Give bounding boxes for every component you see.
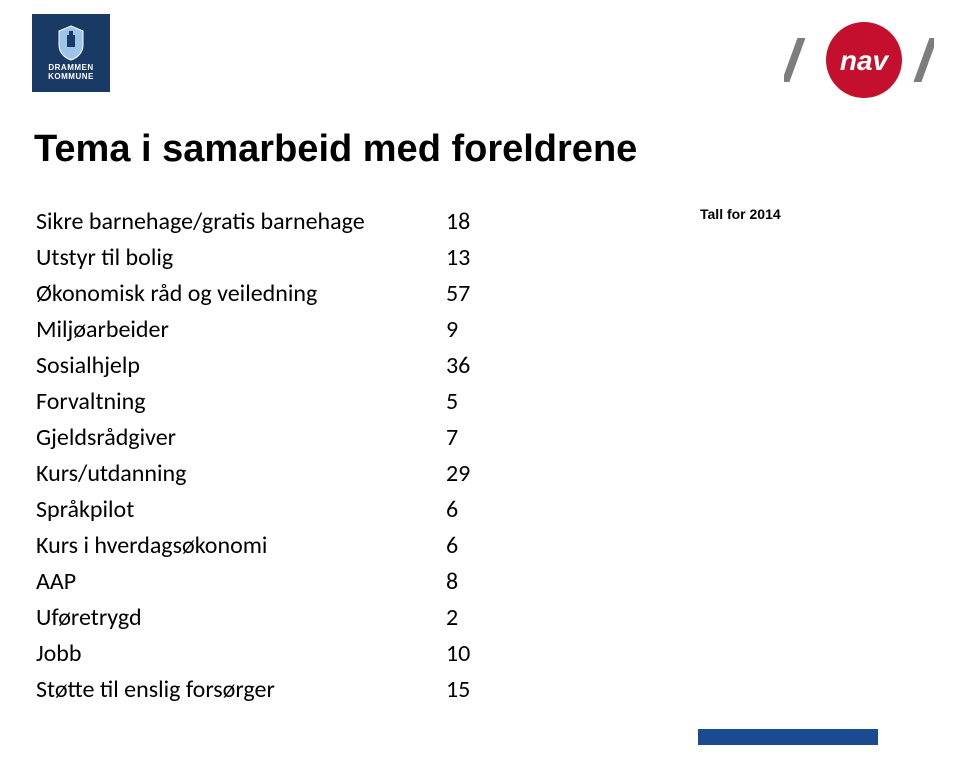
slide-title: Tema i samarbeid med foreldrene: [34, 128, 637, 171]
table-row: Kurs/utdanning29: [36, 456, 556, 492]
row-value: 36: [446, 348, 506, 384]
table-row: Støtte til enslig forsørger15: [36, 672, 556, 708]
row-value: 15: [446, 672, 506, 708]
row-label: Kurs/utdanning: [36, 456, 446, 492]
row-label: Språkpilot: [36, 492, 446, 528]
row-value: 6: [446, 528, 506, 564]
table-row: Utstyr til bolig13: [36, 240, 556, 276]
row-label: Sikre barnehage/gratis barnehage: [36, 204, 446, 240]
row-value: 18: [446, 204, 506, 240]
row-label: Økonomisk råd og veiledning: [36, 276, 446, 312]
table-row: Uføretrygd2: [36, 600, 556, 636]
table-row: Sosialhjelp36: [36, 348, 556, 384]
row-value: 13: [446, 240, 506, 276]
shield-icon: [56, 25, 86, 61]
row-label: AAP: [36, 564, 446, 600]
row-value: 9: [446, 312, 506, 348]
row-value: 10: [446, 636, 506, 672]
row-value: 57: [446, 276, 506, 312]
row-value: 29: [446, 456, 506, 492]
row-value: 7: [446, 420, 506, 456]
row-label: Forvaltning: [36, 384, 446, 420]
row-value: 5: [446, 384, 506, 420]
row-value: 6: [446, 492, 506, 528]
row-label: Uføretrygd: [36, 600, 446, 636]
table-row: AAP8: [36, 564, 556, 600]
footer-accent-bar: [698, 729, 878, 745]
data-table: Sikre barnehage/gratis barnehage18 Utsty…: [36, 204, 556, 708]
table-row: Gjeldsrådgiver7: [36, 420, 556, 456]
row-label: Miljøarbeider: [36, 312, 446, 348]
table-row: Jobb10: [36, 636, 556, 672]
row-label: Jobb: [36, 636, 446, 672]
row-label: Støtte til enslig forsørger: [36, 672, 446, 708]
table-row: Kurs i hverdagsøkonomi6: [36, 528, 556, 564]
slide: DRAMMENKOMMUNE nav Tema i samarbeid med …: [0, 0, 960, 767]
nav-logo: nav: [784, 20, 934, 100]
row-label: Gjeldsrådgiver: [36, 420, 446, 456]
table-row: Økonomisk råd og veiledning57: [36, 276, 556, 312]
side-note: Tall for 2014: [700, 206, 781, 222]
kommune-logo-text: DRAMMENKOMMUNE: [48, 64, 94, 82]
kommune-logo: DRAMMENKOMMUNE: [32, 14, 110, 92]
row-value: 8: [446, 564, 506, 600]
table-row: Miljøarbeider9: [36, 312, 556, 348]
table-row: Språkpilot6: [36, 492, 556, 528]
row-label: Utstyr til bolig: [36, 240, 446, 276]
table-row: Forvaltning5: [36, 384, 556, 420]
row-value: 2: [446, 600, 506, 636]
row-label: Sosialhjelp: [36, 348, 446, 384]
nav-logo-text: nav: [840, 45, 890, 76]
row-label: Kurs i hverdagsøkonomi: [36, 528, 446, 564]
table-row: Sikre barnehage/gratis barnehage18: [36, 204, 556, 240]
